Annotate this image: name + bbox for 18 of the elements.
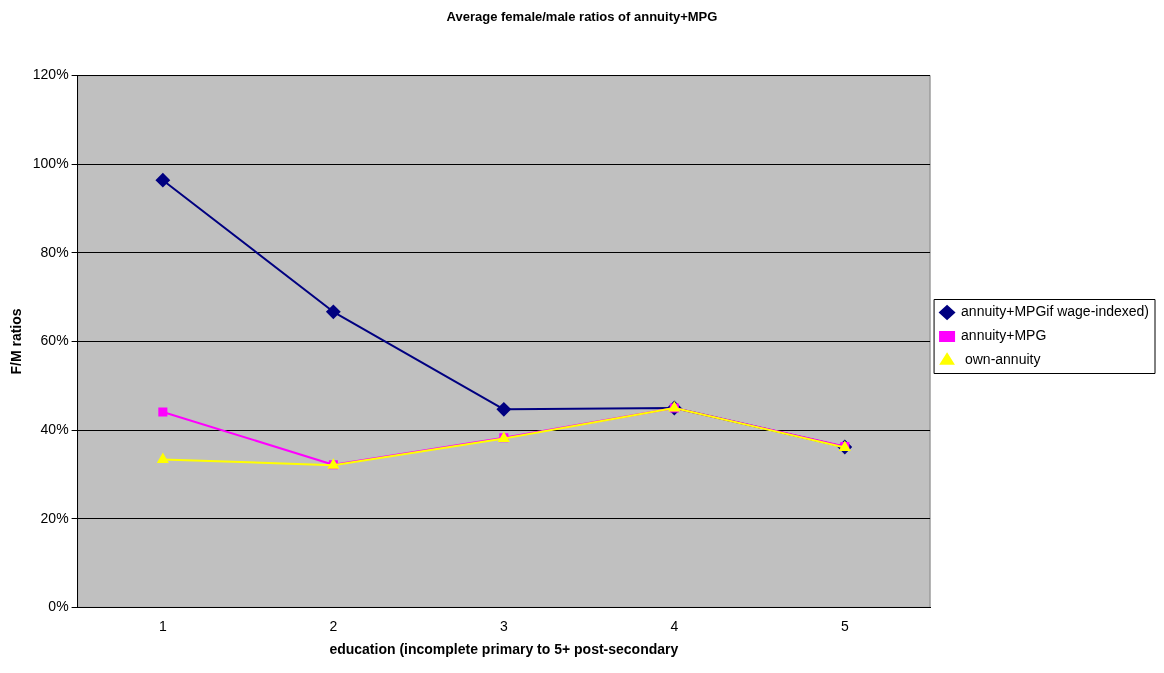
x-tick-label: 2: [329, 617, 338, 634]
x-tick-label: 1: [158, 617, 167, 634]
legend-label: annuity+MPGif wage-indexed): [961, 303, 1149, 320]
y-tick-label: 0%: [48, 598, 69, 615]
legend-label: annuity+MPG: [961, 327, 1047, 344]
x-axis-title: education (incomplete primary to 5+ post-secondary: [329, 641, 679, 658]
y-tick-label: 120%: [32, 66, 69, 83]
y-tick-label: 40%: [40, 420, 69, 437]
y-axis-title: F/M ratios: [8, 308, 25, 375]
y-tick-label: 60%: [40, 332, 69, 349]
chart-title: Average female/male ratios of annuity+MPG: [446, 9, 718, 25]
x-tick-label: 4: [670, 617, 679, 634]
x-tick-label: 3: [499, 617, 508, 634]
x-tick-label: 5: [840, 617, 849, 634]
y-tick-label: 100%: [32, 155, 69, 172]
y-tick-label: 20%: [40, 509, 69, 526]
y-tick-label: 80%: [40, 243, 69, 260]
legend-label: own-annuity: [961, 351, 1041, 368]
